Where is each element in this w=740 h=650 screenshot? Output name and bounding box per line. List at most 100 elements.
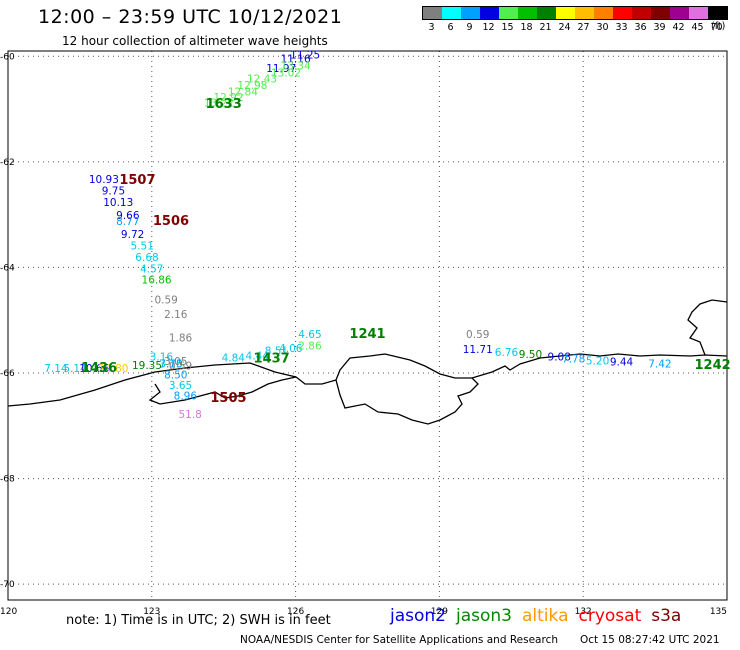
wave-height-label: 5.20 — [586, 356, 609, 368]
scale-swatch — [632, 7, 651, 19]
color-scale-labels: 3 6 9 12 15 18 21 24 27 30 33 36 39 42 45 70 — [422, 22, 728, 33]
footnote: note: 1) Time is in UTC; 2) SWH is in fe… — [66, 613, 331, 628]
wave-height-label: 51.8 — [178, 409, 201, 421]
coastline-ice-tongue — [148, 376, 297, 405]
grid — [8, 51, 727, 600]
map-subtitle: 12 hour collection of altimeter wave hei… — [62, 34, 328, 48]
wave-height-label: 10.66 — [79, 363, 109, 375]
wave-height-label: 2.86 — [298, 340, 322, 352]
scale-swatch — [556, 7, 575, 19]
wave-height-label: 9.08 — [548, 351, 571, 363]
longitude-label: 132 — [575, 607, 592, 617]
scale-swatch — [594, 7, 613, 19]
color-scale-unit: (ft) — [711, 21, 726, 32]
longitude-label: 129 — [431, 607, 448, 617]
scale-swatch — [461, 7, 480, 19]
wave-height-label: 12.98 — [237, 80, 267, 92]
pass-time-label: 1241 — [349, 327, 385, 342]
wave-height-label: 13.02 — [271, 67, 301, 79]
latitude-label: -64 — [0, 263, 15, 273]
wave-height-label: 0.59 — [154, 294, 177, 306]
credit-line: NOAA/NESDIS Center for Satellite Applica… — [240, 634, 558, 646]
wave-height-label: 4.57 — [140, 264, 163, 276]
wave-height-label: 19.35 — [132, 360, 162, 372]
wave-height-label: 3.05 — [164, 356, 187, 368]
pass-time-label: 1242 — [695, 358, 731, 373]
legend-item-cryosat: cryosat — [578, 606, 642, 626]
scale-swatch — [689, 7, 708, 19]
wave-height-label: 0.59 — [466, 329, 489, 341]
scale-label: 39 — [653, 22, 666, 33]
wave-height-label: 9.72 — [121, 229, 144, 241]
scale-swatch — [613, 7, 632, 19]
map-title: 12:00 – 23:59 UTC 10/12/2021 — [38, 6, 343, 28]
wave-height-label: 8.77 — [116, 216, 139, 228]
color-scale-bar — [422, 6, 728, 20]
wave-height-label: 8.50 — [164, 369, 187, 381]
color-scale: 3 6 9 12 15 18 21 24 27 30 33 36 39 42 45 70 (ft) — [422, 6, 728, 33]
scale-swatch — [670, 7, 689, 19]
scale-label: 45 — [691, 22, 704, 33]
wave-height-label: 7.42 — [648, 359, 671, 371]
wave-height-label: 24.80 — [98, 363, 128, 375]
wave-height-label: 4.65 — [298, 329, 321, 341]
legend-item-s3a: s3a — [651, 606, 682, 626]
legend-item-jason3: jason3 — [456, 606, 512, 626]
wave-height-label: 12.43 — [247, 74, 277, 86]
longitude-label: 126 — [287, 607, 304, 617]
scale-label: 6 — [447, 22, 454, 33]
scale-label: 30 — [596, 22, 609, 33]
scale-label: 70 — [710, 22, 723, 33]
generated-timestamp: Oct 15 08:27:42 UTC 2021 — [580, 634, 720, 646]
scale-label: 15 — [501, 22, 514, 33]
scale-swatch — [480, 7, 499, 19]
coastline-east-peninsula — [687, 299, 728, 356]
legend-item-jason2: jason2 — [390, 606, 446, 626]
wave-height-label: 6.76 — [495, 347, 519, 359]
wave-height-label: 4.84 — [222, 352, 246, 364]
latitude-label: -70 — [0, 580, 15, 590]
coastline-bay — [335, 377, 479, 425]
wave-height-label: 1.86 — [169, 332, 193, 344]
wave-height-label: 9.66 — [116, 210, 140, 222]
pass-time-label: 1436 — [81, 361, 117, 376]
scale-label: 42 — [672, 22, 685, 33]
scale-label: 27 — [577, 22, 590, 33]
scale-swatch — [708, 7, 727, 19]
wave-height-label: 11.97 — [266, 63, 296, 75]
longitude-label: 123 — [143, 607, 160, 617]
pass-time-label: 1633 — [206, 97, 242, 112]
wave-height-label: 13.34 — [281, 60, 311, 72]
wave-height-label: 11.25 — [290, 49, 320, 61]
map-frame — [7, 50, 728, 601]
pass-time-label: 1506 — [153, 214, 189, 229]
scale-label: 21 — [539, 22, 552, 33]
scale-label: 9 — [466, 22, 473, 33]
wave-height-label: 9.75 — [102, 186, 125, 198]
wave-height-label: 11.16 — [281, 54, 311, 66]
pass-time-label: 1505 — [210, 391, 246, 406]
wave-height-label: 6.68 — [135, 252, 158, 264]
satellite-tracks: 11.2511.1611.9713.3413.0212.4312.9812.84… — [44, 49, 730, 420]
scale-label: 18 — [520, 22, 533, 33]
scale-swatch — [442, 7, 461, 19]
pass-time-label: 1437 — [254, 351, 290, 366]
wave-height-label: 4.06 — [279, 343, 303, 355]
wave-height-label: 3.65 — [169, 380, 192, 392]
wave-height-label: 7.78 — [562, 353, 585, 365]
scale-label: 3 — [428, 22, 435, 33]
wave-height-label: 3.15 — [159, 359, 182, 371]
wave-height-label: 16.86 — [142, 274, 172, 286]
scale-label: 36 — [634, 22, 647, 33]
coastline — [7, 299, 728, 425]
wave-height-label: 10.13 — [103, 197, 133, 209]
scale-swatch — [518, 7, 537, 19]
scale-swatch — [575, 7, 594, 19]
wave-height-label: 12.84 — [228, 86, 258, 98]
wave-height-label: 5.51 — [131, 240, 154, 252]
latitude-label: -68 — [0, 475, 15, 485]
latitude-label: -60 — [0, 52, 15, 62]
wave-height-label: 5.14 — [63, 363, 87, 375]
wave-height-label: 0.59 — [169, 360, 192, 372]
wave-height-label: 13.22 — [204, 97, 234, 109]
